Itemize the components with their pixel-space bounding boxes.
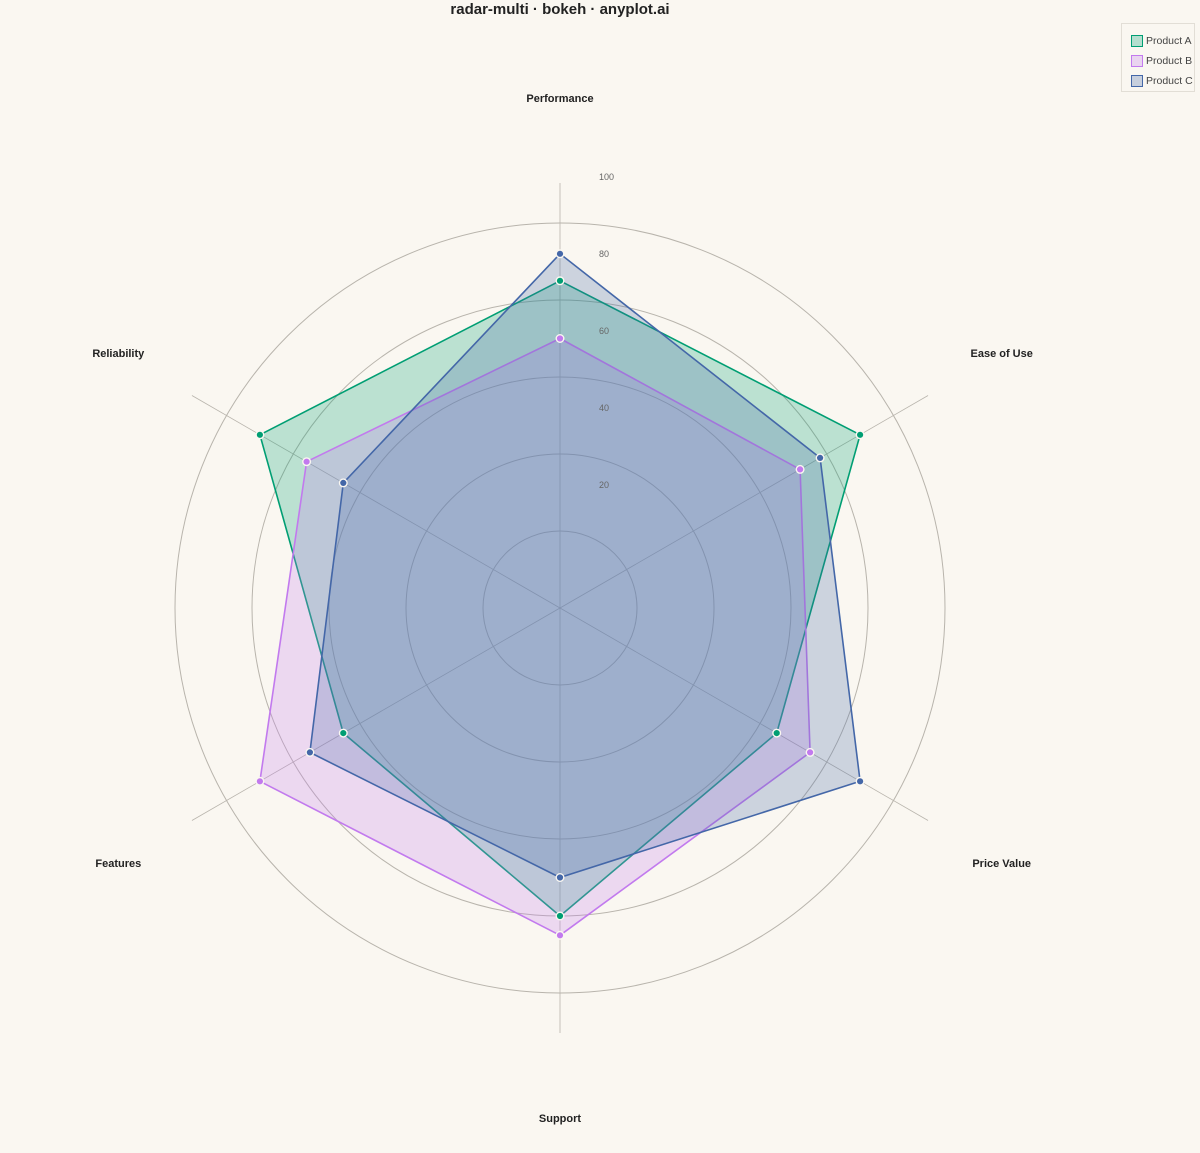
legend-swatch — [1131, 55, 1143, 67]
data-point-product-a-5 — [255, 430, 265, 440]
legend: Product A Product B Product C — [1121, 23, 1195, 92]
data-point-product-a-1 — [855, 430, 865, 440]
legend-swatch — [1131, 75, 1143, 87]
radial-tick-label: 20 — [599, 480, 609, 490]
legend-item: Product B — [1131, 51, 1194, 71]
series-area-product-c — [309, 253, 861, 879]
legend-label: Product A — [1146, 35, 1192, 47]
legend-label: Product C — [1146, 75, 1193, 87]
data-point-product-c-4 — [305, 747, 315, 757]
data-point-product-b-2 — [805, 747, 815, 757]
axis-label-support: Support — [539, 1113, 581, 1125]
data-point-product-a-0 — [555, 276, 565, 286]
data-point-product-b-3 — [555, 930, 565, 940]
axis-label-performance: Performance — [526, 93, 593, 105]
data-point-product-a-3 — [555, 911, 565, 921]
data-point-product-b-4 — [255, 776, 265, 786]
series-layer — [259, 253, 861, 937]
axis-spoke — [559, 607, 929, 821]
radial-tick-label: 80 — [599, 249, 609, 259]
markers-layer — [255, 249, 865, 940]
data-point-product-a-4 — [338, 728, 348, 738]
legend-item: Product A — [1131, 31, 1194, 51]
data-point-product-a-2 — [772, 728, 782, 738]
legend-item: Product C — [1131, 71, 1194, 91]
legend-swatch — [1131, 35, 1143, 47]
axis-spoke — [191, 607, 561, 821]
axis-spoke — [559, 395, 929, 609]
axis-spoke — [191, 395, 561, 609]
radial-tick-label: 100 — [599, 172, 614, 182]
data-point-product-b-0 — [555, 334, 565, 344]
radial-tick-label: 40 — [599, 403, 609, 413]
data-point-product-c-0 — [555, 249, 565, 259]
axis-label-ease-of-use: Ease of Use — [971, 348, 1033, 360]
axis-label-price-value: Price Value — [972, 858, 1031, 870]
data-point-product-c-2 — [855, 776, 865, 786]
data-point-product-c-3 — [555, 873, 565, 883]
data-point-product-b-5 — [302, 457, 312, 467]
data-point-product-b-1 — [795, 464, 805, 474]
legend-label: Product B — [1146, 55, 1193, 67]
chart-title: radar-multi · bokeh · anyplot.ai — [450, 1, 670, 18]
axis-label-reliability: Reliability — [92, 348, 145, 360]
axis-label-features: Features — [95, 858, 141, 870]
data-point-product-c-1 — [815, 453, 825, 463]
data-point-product-c-5 — [338, 478, 348, 488]
radial-tick-label: 60 — [599, 326, 609, 336]
